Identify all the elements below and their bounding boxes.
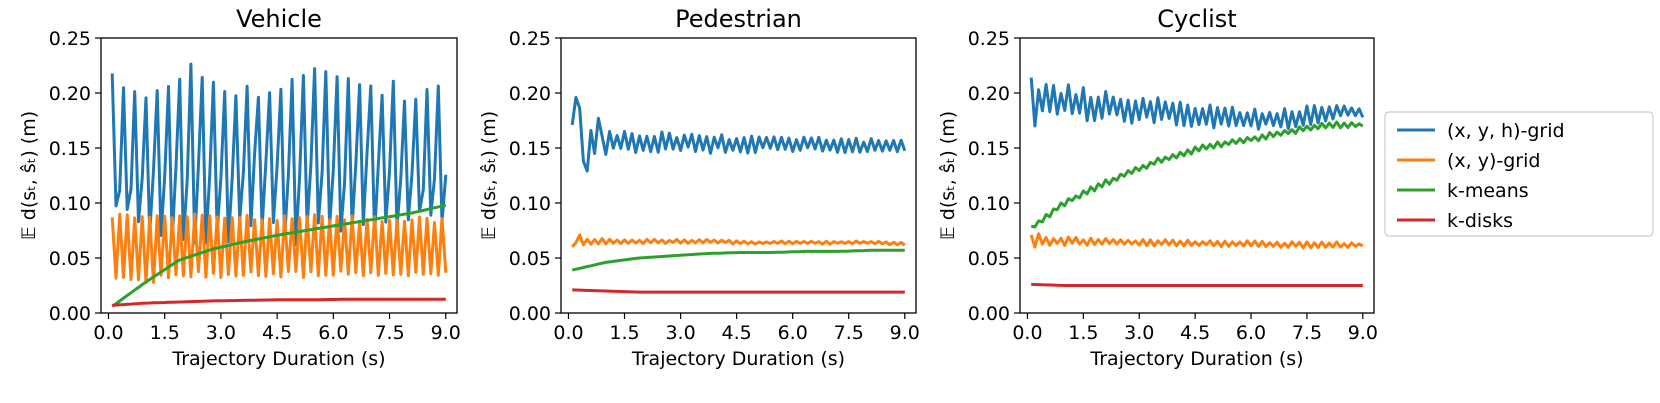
y-axis-label: 𝔼 d(sₜ, ŝₜ) (m) bbox=[937, 111, 959, 240]
legend-frame bbox=[1384, 111, 1654, 237]
y-tick-label: 0.15 bbox=[509, 138, 551, 160]
x-tick-label: 4.5 bbox=[722, 322, 752, 344]
y-tick-label: 0.05 bbox=[509, 248, 551, 270]
legend-label: (x, y)-grid bbox=[1447, 150, 1540, 172]
y-tick-label: 0.00 bbox=[49, 303, 91, 325]
y-tick-label: 0.05 bbox=[49, 248, 91, 270]
series-line-1 bbox=[570, 95, 907, 173]
chart-title: Cyclist bbox=[1157, 5, 1236, 33]
x-tick-label: 6.0 bbox=[318, 322, 348, 344]
legend-label: k-disks bbox=[1447, 210, 1513, 232]
y-tick-label: 0.10 bbox=[49, 193, 91, 215]
chart-panel-vehicle: 0.0 1.5 3.0 4.5 6.0 7.5 9.0 0.00 0.05 0.10 0.15 0.2… bbox=[18, 5, 461, 370]
series-line-4 bbox=[112, 297, 446, 307]
series-line-3 bbox=[1030, 120, 1364, 229]
y-tick-label: 0.15 bbox=[49, 138, 91, 160]
y-tick-label: 0.20 bbox=[509, 83, 551, 105]
series-line-4 bbox=[572, 288, 905, 294]
series-line-2 bbox=[571, 233, 906, 248]
legend-item-xyh: (x, y, h)-grid bbox=[1397, 120, 1565, 142]
x-tick-label: 0.0 bbox=[553, 322, 583, 344]
plot-area bbox=[110, 62, 448, 308]
y-tick-label: 0.25 bbox=[968, 28, 1010, 50]
y-tick-label: 0.25 bbox=[509, 28, 551, 50]
series-line-1 bbox=[1029, 77, 1365, 131]
x-tick-label: 3.0 bbox=[1124, 322, 1154, 344]
chart-panel-cyclist: 0.0 1.5 3.0 4.5 6.0 7.5 9.0 0.00 0.05 0.10 0.15 0.2… bbox=[937, 5, 1378, 370]
x-tick-label: 0.0 bbox=[93, 322, 123, 344]
x-tick-label: 7.5 bbox=[834, 322, 864, 344]
x-tick-label: 9.0 bbox=[890, 322, 920, 344]
x-tick-label: 1.5 bbox=[1068, 322, 1098, 344]
plot-frame bbox=[100, 37, 458, 314]
plot-area bbox=[1029, 77, 1365, 287]
y-axis-label: 𝔼 d(sₜ, ŝₜ) (m) bbox=[18, 111, 40, 240]
x-axis-label: Trajectory Duration (s) bbox=[171, 348, 385, 370]
chart-title: Vehicle bbox=[236, 5, 322, 33]
y-axis-label: 𝔼 d(sₜ, ŝₜ) (m) bbox=[478, 111, 500, 240]
x-tick-label: 7.5 bbox=[1292, 322, 1322, 344]
x-tick-label: 7.5 bbox=[374, 322, 404, 344]
y-tick-label: 0.05 bbox=[968, 248, 1010, 270]
legend-label: (x, y, h)-grid bbox=[1447, 120, 1565, 142]
series-line-3 bbox=[571, 248, 905, 272]
x-axis-label: Trajectory Duration (s) bbox=[631, 348, 845, 370]
plot-area bbox=[570, 95, 907, 294]
x-tick-label: 9.0 bbox=[1348, 322, 1378, 344]
x-tick-label: 9.0 bbox=[431, 322, 461, 344]
y-tick-label: 0.10 bbox=[968, 193, 1010, 215]
x-tick-label: 6.0 bbox=[1236, 322, 1266, 344]
x-tick-label: 4.5 bbox=[1180, 322, 1210, 344]
x-tick-label: 6.0 bbox=[778, 322, 808, 344]
legend-item-kdisks: k-disks bbox=[1397, 210, 1513, 232]
y-tick-label: 0.20 bbox=[968, 83, 1010, 105]
legend-item-kmeans: k-means bbox=[1397, 180, 1529, 202]
x-tick-label: 1.5 bbox=[150, 322, 180, 344]
y-tick-label: 0.25 bbox=[49, 28, 91, 50]
x-tick-label: 3.0 bbox=[665, 322, 695, 344]
x-tick-label: 0.0 bbox=[1012, 322, 1042, 344]
y-tick-label: 0.20 bbox=[49, 83, 91, 105]
legend: (x, y, h)-grid (x, y)-grid k-means k-disks bbox=[1384, 111, 1654, 237]
y-tick-label: 0.00 bbox=[509, 303, 551, 325]
plot-frame bbox=[560, 37, 917, 314]
chart-panel-pedestrian: 0.0 1.5 3.0 4.5 6.0 7.5 9.0 0.00 0.05 0.10 0.15 0.2… bbox=[478, 5, 920, 370]
series-line-2 bbox=[1029, 232, 1364, 250]
x-tick-label: 1.5 bbox=[609, 322, 639, 344]
y-tick-label: 0.10 bbox=[509, 193, 551, 215]
legend-label: k-means bbox=[1447, 180, 1529, 202]
chart-title: Pedestrian bbox=[675, 5, 802, 33]
series-line-4 bbox=[1031, 282, 1363, 287]
series-line-1 bbox=[110, 62, 448, 247]
series-line-3 bbox=[111, 203, 447, 308]
x-tick-label: 3.0 bbox=[206, 322, 236, 344]
y-tick-label: 0.15 bbox=[968, 138, 1010, 160]
x-tick-label: 4.5 bbox=[262, 322, 292, 344]
y-tick-label: 0.00 bbox=[968, 303, 1010, 325]
plot-frame bbox=[1019, 37, 1375, 314]
x-axis-label: Trajectory Duration (s) bbox=[1089, 348, 1303, 370]
legend-item-xy: (x, y)-grid bbox=[1397, 150, 1540, 172]
